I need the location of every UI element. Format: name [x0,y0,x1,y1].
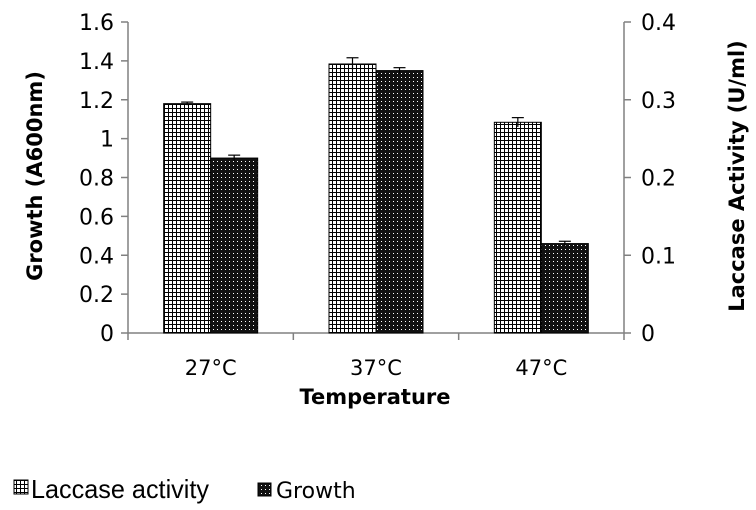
tick-labels: 0 0.2 0.4 0.6 0.8 1 1.2 1.4 1.6 0 0.1 0.2 0.3 0.4 27°C… [79,11,676,380]
left-tick-label: 1.2 [79,89,114,114]
left-tick-label: 1 [100,128,114,153]
left-tick-label: 1.4 [79,50,114,75]
right-tick-label: 0.3 [641,89,676,114]
bars [163,57,589,334]
bar-laccase-1 [328,63,377,334]
left-tick-label: 1.6 [79,11,114,36]
right-tick-label: 0.4 [641,11,676,36]
bar-laccase-2 [493,121,542,334]
legend-swatch-laccase [13,479,29,495]
legend-swatch-growth [257,482,272,497]
left-axis-title: Growth (A600nm) [23,71,47,281]
bar-laccase-0 [163,103,212,334]
right-tick-label: 0.2 [641,167,676,192]
legend: Laccase activity Growth [13,474,356,504]
left-tick-label: 0 [100,322,114,347]
x-tick-label: 37°C [350,356,402,380]
right-axis-title: Laccase Activity (U/ml) [725,40,749,312]
left-tick-label: 0.4 [79,244,114,269]
legend-label-laccase: Laccase activity [31,474,209,504]
left-tick-label: 0.8 [79,167,114,192]
legend-item-laccase: Laccase activity [13,474,209,504]
left-tick-label: 0.2 [79,283,114,308]
legend-label-growth: Growth [276,479,356,504]
bar-growth-0 [210,157,259,334]
legend-item-growth: Growth [257,479,356,504]
right-tick-label: 0.1 [641,244,676,269]
bar-growth-2 [540,243,589,334]
left-tick-label: 0.6 [79,205,114,230]
x-tick-label: 47°C [515,356,567,380]
x-tick-label: 27°C [185,356,237,380]
bar-growth-1 [375,70,424,334]
right-tick-label: 0 [641,322,655,347]
x-axis-title: Temperature [299,385,450,409]
